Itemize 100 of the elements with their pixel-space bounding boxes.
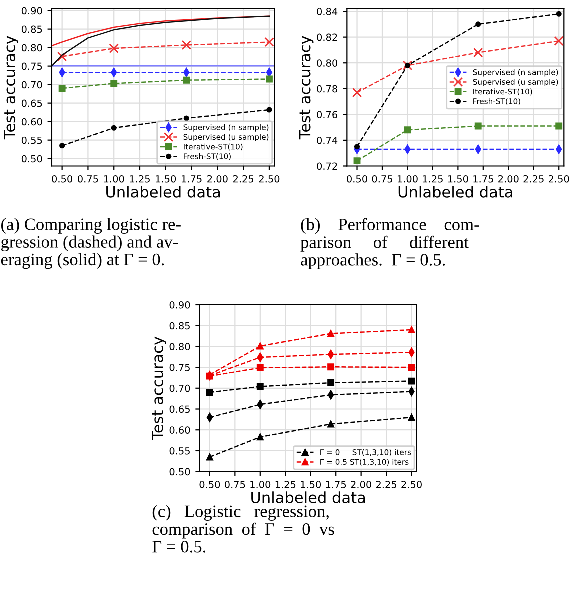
point (328, 420, 335, 428)
y-tick-label: 0.90 (170, 301, 190, 309)
point (404, 126, 412, 134)
x-tick-label: 2.25 (524, 175, 544, 183)
point (408, 364, 416, 372)
y-tick-label: 0.74 (317, 136, 338, 144)
y-tick-label: 0.76 (317, 111, 338, 119)
x-tick-label: 2.25 (233, 175, 254, 183)
y-tick-label: 0.70 (170, 384, 190, 392)
x-tick-label: 1.50 (156, 175, 176, 183)
point (57, 52, 68, 62)
point (256, 434, 264, 441)
point (402, 60, 413, 71)
x-tick-label: 0.50 (347, 175, 368, 183)
y-tick-label: 0.80 (22, 44, 42, 52)
point (256, 342, 264, 350)
y-tick-label: 0.90 (22, 7, 42, 15)
x-tick-label: 1.75 (182, 176, 202, 183)
x-tick-label: 2.50 (548, 175, 570, 183)
point (264, 37, 274, 48)
x-tick-label: 1.00 (104, 175, 124, 183)
x-tick-label: 2.50 (259, 175, 280, 183)
y-tick-label: 0.55 (22, 136, 42, 144)
y-tick-label: 0.60 (170, 426, 190, 434)
point (556, 11, 562, 17)
x-tick-label: 2.00 (208, 175, 228, 183)
point (328, 380, 335, 386)
x-tick-label: 1.00 (398, 175, 418, 183)
x-tick-label: 2.25 (376, 481, 397, 488)
y-tick-label: 0.78 (317, 85, 338, 93)
point (266, 68, 273, 78)
y-tick-label: 0.85 (170, 322, 190, 330)
y-axis-title: Test accuracy (4, 36, 19, 140)
point (266, 107, 272, 113)
point (206, 389, 214, 396)
point (182, 40, 192, 50)
text: (b) Performance com- parison of different approaches. Γ = 0.5. (300, 218, 480, 270)
x-tick-label: 0.50 (52, 175, 72, 183)
point (110, 80, 118, 88)
y-tick-label: 0.70 (22, 81, 42, 89)
point (354, 158, 361, 165)
point (184, 116, 190, 122)
point (60, 143, 66, 149)
x-tick-label: 0.75 (224, 481, 246, 488)
point (352, 88, 362, 98)
point (183, 76, 190, 84)
y-tick-label: 0.65 (170, 406, 190, 414)
point (476, 22, 482, 28)
x-tick-label: 2.50 (402, 481, 422, 488)
y-tick-label: 0.72 (317, 162, 338, 170)
point (408, 326, 416, 334)
x-tick-label: 2.00 (498, 175, 519, 183)
y-tick-label: 0.84 (317, 8, 338, 16)
x-axis-title: Unlabeled data (106, 186, 220, 198)
point (328, 390, 334, 400)
point (206, 454, 214, 461)
y-tick-label: 0.65 (22, 100, 42, 108)
x-tick-label: 0.75 (372, 175, 392, 183)
point (408, 378, 416, 385)
x-tick-label: 1.25 (130, 175, 150, 183)
x-tick-label: 1.25 (276, 481, 296, 488)
y-tick-label: 0.80 (170, 343, 190, 351)
text: (a) Comparing logistic re- gression (dashed) and av- eraging (solid) at Γ = 0. (1, 218, 181, 270)
point (58, 85, 66, 92)
point (554, 36, 564, 46)
line-series (52, 16, 270, 67)
line-series (52, 16, 270, 47)
y-tick-label: 0.50 (170, 468, 190, 476)
x-tick-label: 1.75 (326, 481, 346, 488)
point (266, 76, 273, 83)
point (408, 414, 416, 422)
point (111, 125, 117, 131)
x-tick-label: 1.25 (423, 175, 443, 183)
point (474, 48, 484, 58)
y-tick-label: 0.75 (170, 364, 190, 372)
point (109, 44, 119, 54)
y-tick-label: 0.50 (22, 155, 42, 163)
text: (c) Logistic regression, comparison of Γ = 0 vs Γ = 0.5. (152, 505, 334, 553)
x-axis-title: Unlabeled data (398, 186, 512, 198)
x-tick-label: 1.50 (301, 481, 322, 488)
point (328, 350, 334, 360)
x-tick-label: 0.50 (200, 481, 220, 488)
point (256, 364, 264, 372)
y-tick-label: 0.55 (170, 447, 190, 455)
point (474, 122, 482, 130)
x-axis-title: Unlabeled data (252, 492, 366, 504)
point (404, 62, 410, 68)
y-tick-label: 0.60 (22, 118, 42, 126)
x-tick-label: 0.75 (78, 175, 98, 183)
y-axis-title: Test accuracy (152, 336, 166, 440)
x-tick-label: 1.50 (448, 175, 468, 183)
point (256, 383, 264, 390)
y-axis-title: Test accuracy (299, 36, 314, 140)
x-tick-label: 1.75 (474, 176, 494, 183)
point (354, 144, 360, 150)
x-tick-label: 1.00 (250, 481, 271, 488)
y-tick-label: 0.80 (317, 60, 338, 67)
y-tick-label: 0.85 (22, 26, 42, 34)
point (328, 364, 335, 371)
x-tick-label: 2.00 (351, 481, 372, 488)
